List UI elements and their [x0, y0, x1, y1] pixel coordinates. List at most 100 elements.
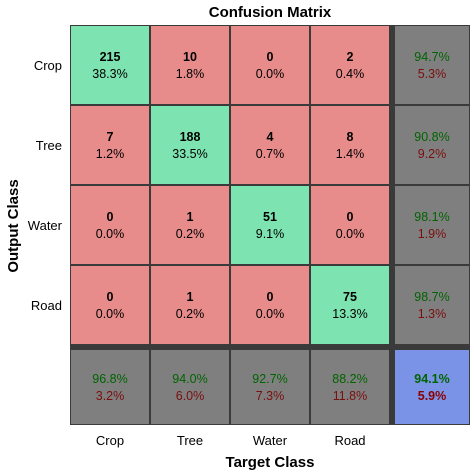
cell-count: 0	[107, 210, 114, 224]
cell-count: 2	[347, 50, 354, 64]
cell-percent: 33.5%	[172, 147, 207, 161]
cell-count: 215	[100, 50, 121, 64]
matrix-cell: 98.7% 1.3%	[394, 265, 470, 345]
matrix-cell: 88.2% 11.8%	[310, 349, 390, 425]
incorrect-cell-bg	[230, 265, 310, 345]
cell-count: 51	[263, 210, 277, 224]
cell-percent: 0.0%	[336, 227, 365, 241]
col-error-rate: 6.0%	[176, 389, 205, 403]
col-error-rate: 3.2%	[96, 389, 125, 403]
matrix-cell: 0 0.0%	[230, 25, 310, 105]
incorrect-cell-bg	[310, 185, 390, 265]
cell-count: 1	[187, 210, 194, 224]
cell-percent: 9.1%	[256, 227, 285, 241]
y-tick-label: Road	[31, 298, 62, 313]
matrix-cell: 0 0.0%	[230, 265, 310, 345]
matrix-cell: 90.8% 9.2%	[394, 105, 470, 185]
summary-cell-bg	[394, 25, 470, 105]
incorrect-cell-bg	[310, 25, 390, 105]
y-tick-label: Crop	[34, 58, 62, 73]
cell-percent: 0.0%	[256, 67, 285, 81]
cell-count: 0	[267, 290, 274, 304]
matrix-cell: 98.1% 1.9%	[394, 185, 470, 265]
cell-percent: 1.4%	[336, 147, 365, 161]
col-error-rate: 11.8%	[333, 389, 368, 403]
overall-cell-bg	[394, 349, 470, 425]
row-error-rate: 1.3%	[418, 307, 447, 321]
matrix-cell: 94.7% 5.3%	[394, 25, 470, 105]
x-tick-label: Tree	[177, 433, 203, 448]
matrix-cell: 51 9.1%	[230, 185, 310, 265]
row-correct-rate: 98.7%	[414, 290, 449, 304]
overall-correct-rate: 94.1%	[414, 372, 449, 386]
correct-cell-bg	[150, 105, 230, 185]
row-error-rate: 1.9%	[418, 227, 447, 241]
matrix-cell: 75 13.3%	[310, 265, 390, 345]
matrix-cell: 8 1.4%	[310, 105, 390, 185]
matrix-cell: 1 0.2%	[150, 265, 230, 345]
matrix-cell: 188 33.5%	[150, 105, 230, 185]
cell-percent: 1.8%	[176, 67, 205, 81]
cell-percent: 1.2%	[96, 147, 125, 161]
cell-count: 8	[347, 130, 354, 144]
matrix-cell: 215 38.3%	[70, 25, 150, 105]
matrix-cell: 92.7% 7.3%	[230, 349, 310, 425]
cell-percent: 0.2%	[176, 307, 205, 321]
summary-cell-bg	[394, 105, 470, 185]
matrix-cell: 4 0.7%	[230, 105, 310, 185]
cell-count: 0	[347, 210, 354, 224]
matrix-cell: 7 1.2%	[70, 105, 150, 185]
col-correct-rate: 96.8%	[92, 372, 127, 386]
cell-percent: 0.4%	[336, 67, 365, 81]
chart-title: Confusion Matrix	[209, 4, 332, 21]
row-correct-rate: 94.7%	[414, 50, 449, 64]
cell-percent: 0.0%	[96, 227, 125, 241]
matrix-cell: 94.1% 5.9%	[394, 349, 470, 425]
summary-cell-bg	[394, 265, 470, 345]
col-error-rate: 7.3%	[256, 389, 285, 403]
x-tick-label: Crop	[96, 433, 124, 448]
matrix-cell: 0 0.0%	[70, 185, 150, 265]
incorrect-cell-bg	[230, 105, 310, 185]
matrix-cell: 0 0.0%	[310, 185, 390, 265]
cell-percent: 0.0%	[96, 307, 125, 321]
y-tick-label: Tree	[36, 138, 62, 153]
y-tick-label: Water	[28, 218, 63, 233]
matrix-cells: 21538.3%101.8%00.0%20.4%94.7%5.3%71.2%18…	[70, 25, 470, 425]
cell-percent: 38.3%	[92, 67, 127, 81]
summary-cell-bg	[70, 349, 150, 425]
correct-cell-bg	[230, 185, 310, 265]
overall-error-rate: 5.9%	[418, 389, 447, 403]
incorrect-cell-bg	[230, 25, 310, 105]
cell-percent: 0.2%	[176, 227, 205, 241]
matrix-cell: 96.8% 3.2%	[70, 349, 150, 425]
incorrect-cell-bg	[70, 265, 150, 345]
summary-cell-bg	[230, 349, 310, 425]
cell-count: 0	[267, 50, 274, 64]
matrix-cell: 94.0% 6.0%	[150, 349, 230, 425]
x-axis-title: Target Class	[226, 454, 315, 471]
cell-count: 188	[180, 130, 201, 144]
incorrect-cell-bg	[70, 185, 150, 265]
matrix-cell: 0 0.0%	[70, 265, 150, 345]
incorrect-cell-bg	[70, 105, 150, 185]
cell-count: 75	[343, 290, 357, 304]
incorrect-cell-bg	[310, 105, 390, 185]
x-tick-label: Road	[334, 433, 365, 448]
cell-percent: 13.3%	[332, 307, 367, 321]
incorrect-cell-bg	[150, 265, 230, 345]
incorrect-cell-bg	[150, 25, 230, 105]
row-correct-rate: 98.1%	[414, 210, 449, 224]
matrix-cell: 2 0.4%	[310, 25, 390, 105]
summary-cell-bg	[150, 349, 230, 425]
col-correct-rate: 94.0%	[172, 372, 207, 386]
cell-percent: 0.0%	[256, 307, 285, 321]
row-error-rate: 9.2%	[418, 147, 447, 161]
cell-count: 0	[107, 290, 114, 304]
correct-cell-bg	[70, 25, 150, 105]
col-correct-rate: 88.2%	[332, 372, 367, 386]
summary-cell-bg	[310, 349, 390, 425]
row-error-rate: 5.3%	[418, 67, 447, 81]
correct-cell-bg	[310, 265, 390, 345]
